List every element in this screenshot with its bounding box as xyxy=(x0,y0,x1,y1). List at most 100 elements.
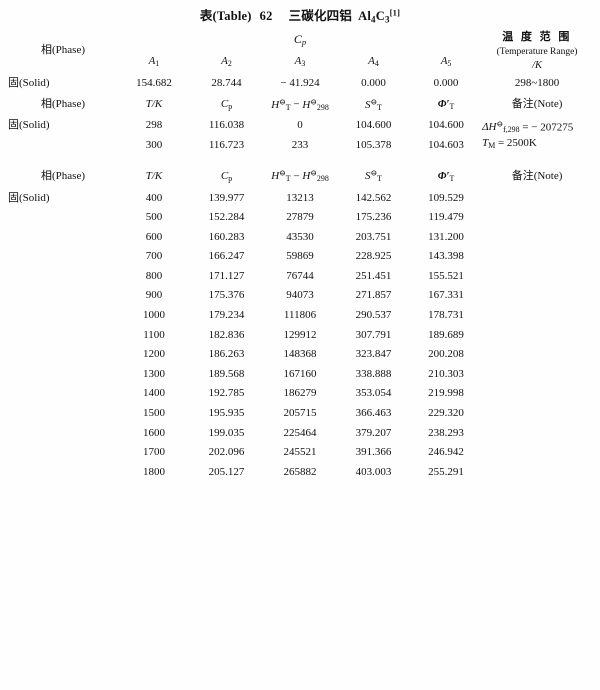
thermo2-row0-s: 142.562 xyxy=(355,191,392,204)
header-a1: A1 xyxy=(148,54,160,68)
header-note-1: 备注(Note) xyxy=(511,98,563,111)
thermo1-row0-phase: 固(Solid) xyxy=(8,118,50,131)
thermo2-row11-t: 1500 xyxy=(143,407,165,420)
thermo2-row5-note xyxy=(482,287,592,307)
title-prefix: 表(Table) xyxy=(199,9,252,23)
chemical-formula: Al4C3 xyxy=(358,9,390,25)
thermo2-row7-cp: 182.836 xyxy=(208,328,245,341)
thermo2-row12-cp: 199.035 xyxy=(208,426,245,439)
thermo2-row14-phi: 255.291 xyxy=(428,465,464,478)
thermo2-row9-s: 338.888 xyxy=(355,367,392,380)
header-a5: A5 xyxy=(440,54,452,68)
header-tk-1: T/K xyxy=(145,98,163,111)
thermo2-row6-t: 1000 xyxy=(143,309,165,322)
thermo2-row3-cp: 166.247 xyxy=(208,250,245,263)
thermo2-row13-h: 245521 xyxy=(283,446,317,459)
header-entropy-1: S⊖T xyxy=(365,97,382,112)
thermo2-row14-t: 1800 xyxy=(143,465,165,478)
thermo2-row4-note xyxy=(482,267,592,287)
thermo2-row11-phase xyxy=(8,404,118,424)
thermo2-row5-phase xyxy=(8,287,118,307)
thermo2-row8-s: 323.847 xyxy=(355,348,392,361)
header-phi-2: Φ′T xyxy=(437,169,455,183)
compound-name-cn: 三碳化四铝 xyxy=(288,9,353,23)
header-cp-group: Cp xyxy=(293,32,307,48)
thermo2-row7-phase xyxy=(8,326,118,346)
thermo2-row0-h: 13213 xyxy=(286,191,314,204)
header-phase-1: 相(Phase) xyxy=(41,44,85,57)
thermo2-row10-h: 186279 xyxy=(283,387,317,400)
thermo2-row5-cp: 175.376 xyxy=(208,289,245,302)
thermo2-row10-phi: 219.998 xyxy=(428,387,464,400)
thermo2-row13-s: 391.366 xyxy=(355,446,392,459)
thermo2-row11-s: 366.463 xyxy=(355,407,392,420)
table-row: 固(Solid) 400 139.977 13213 142.562 109.5… xyxy=(8,189,592,209)
thermo2-row6-note xyxy=(482,306,592,326)
thermo2-row14-s: 403.003 xyxy=(355,465,392,478)
table-row: 固(Solid) 298 116.038 0 104.600 104.600 Δ… xyxy=(8,116,592,151)
thermo2-row6-phase xyxy=(8,306,118,326)
table-row: 1800 205.127 265882 403.003 255.291 xyxy=(8,463,592,483)
thermo2-row0-cp: 139.977 xyxy=(208,191,245,204)
thermo2-row11-phi: 229.320 xyxy=(428,407,464,420)
thermo2-row1-t: 500 xyxy=(145,211,163,224)
header-tk-2: T/K xyxy=(145,169,163,182)
thermo1-row1-phase xyxy=(8,136,118,156)
thermo2-row6-cp: 179.234 xyxy=(208,309,245,322)
thermo2-row9-h: 167160 xyxy=(283,367,317,380)
thermo2-row0-t: 400 xyxy=(145,191,163,204)
thermo2-row8-phase xyxy=(8,345,118,365)
thermodynamic-data-table: 相(Phase) Cp 温 度 范 围 (Temperature Range) … xyxy=(8,30,592,482)
thermo1-row1-t: 300 xyxy=(145,138,163,151)
coeff-row-phase: 固(Solid) xyxy=(8,76,50,89)
header-phase-2: 相(Phase) xyxy=(41,98,85,111)
table-block-gap xyxy=(8,156,592,165)
thermo2-row11-cp: 195.935 xyxy=(208,407,245,420)
thermo2-row11-h: 205715 xyxy=(283,407,317,420)
thermo2-row6-phi: 178.731 xyxy=(428,309,464,322)
thermo2-row12-h: 225464 xyxy=(283,426,317,439)
thermo1-row0-t: 298 xyxy=(145,118,163,131)
thermo2-row12-note xyxy=(482,424,592,444)
thermo2-row5-phi: 167.331 xyxy=(428,289,464,302)
table-row: 300 116.723 233 105.378 104.603 xyxy=(8,136,592,156)
thermo2-row7-t: 1100 xyxy=(143,328,165,341)
thermo2-row14-h: 265882 xyxy=(283,465,317,478)
thermo2-row2-h: 43530 xyxy=(286,230,314,243)
thermo2-row1-cp: 152.284 xyxy=(208,211,245,224)
header-temperature-range: 温 度 范 围 (Temperature Range) /K xyxy=(482,30,592,73)
header-row-cp-group: 相(Phase) Cp 温 度 范 围 (Temperature Range) … xyxy=(8,30,592,71)
table-row: 800 171.127 76744 251.451 155.521 xyxy=(8,267,592,287)
thermo2-row2-phase xyxy=(8,228,118,248)
table-row: 900 175.376 94073 271.857 167.331 xyxy=(8,287,592,307)
thermo2-row13-note xyxy=(482,443,592,463)
thermo2-row8-note xyxy=(482,345,592,365)
thermo2-row13-phase xyxy=(8,443,118,463)
thermo2-row3-phi: 143.398 xyxy=(428,250,464,263)
thermo2-row7-s: 307.791 xyxy=(355,328,392,341)
header-phase-3: 相(Phase) xyxy=(41,169,85,182)
thermo1-row0-phi: 104.600 xyxy=(428,118,464,131)
formula-element-c: C xyxy=(375,9,385,23)
header-note-2: 备注(Note) xyxy=(511,169,563,182)
thermo2-row7-h: 129912 xyxy=(283,328,317,341)
coeff-a3: − 41.924 xyxy=(280,76,320,89)
note-enthalpy-formation: ΔH⊖f,298 = − 207275 xyxy=(482,119,574,135)
thermo2-row10-s: 353.054 xyxy=(355,387,392,400)
thermo1-row1-phi: 104.603 xyxy=(428,138,464,151)
thermo2-row7-note xyxy=(482,326,592,346)
thermo2-row4-cp: 171.127 xyxy=(208,269,245,282)
thermo2-row1-h: 27879 xyxy=(286,211,314,224)
thermo2-row4-phase xyxy=(8,267,118,287)
thermo2-row10-note xyxy=(482,385,592,405)
thermo2-row6-s: 290.537 xyxy=(355,309,392,322)
header-cp-1: Cp xyxy=(220,98,233,112)
formula-sub-4: 4 xyxy=(371,14,376,25)
thermo2-row6-h: 111806 xyxy=(283,309,317,322)
thermo2-row4-s: 251.451 xyxy=(355,269,392,282)
thermo2-row9-note xyxy=(482,365,592,385)
temp-range-en: (Temperature Range) xyxy=(496,46,578,57)
thermo2-row8-cp: 186.263 xyxy=(208,348,245,361)
table-row: 1300 189.568 167160 338.888 210.303 xyxy=(8,365,592,385)
